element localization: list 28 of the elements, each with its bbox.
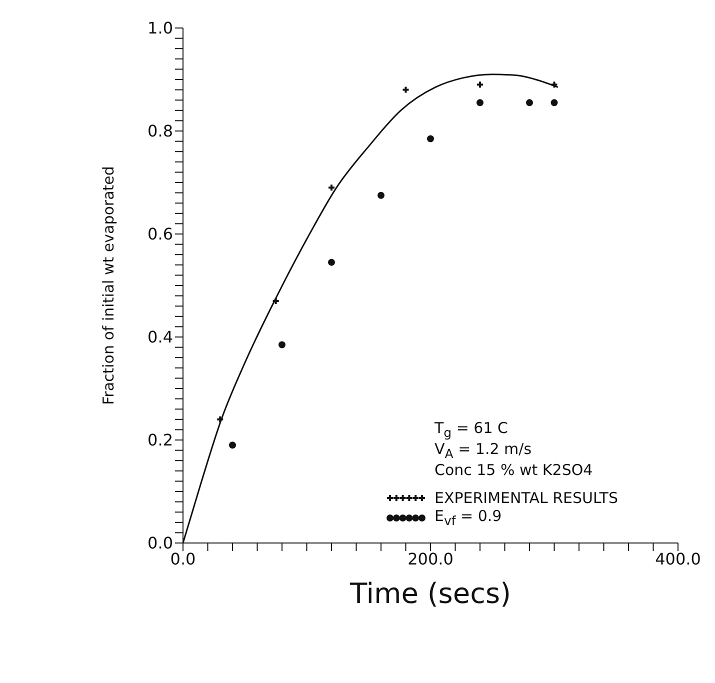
- legend-label: E$_{vf}$ = 0.9: [434, 507, 502, 528]
- point: [476, 99, 484, 106]
- y-tick-label: 0.6: [148, 224, 173, 244]
- point: [378, 192, 384, 199]
- legend-label: EXPERIMENTAL RESULTS: [434, 489, 618, 507]
- annotation: V$_{A}$ = 1.2 m/s: [434, 440, 533, 461]
- point: [402, 86, 410, 94]
- point: [278, 341, 286, 348]
- annotation: Conc 15 % wt K2SO4: [434, 461, 594, 479]
- point: [427, 135, 434, 142]
- y-tick-label: 0.8: [148, 122, 173, 141]
- point: [476, 80, 484, 89]
- point: [229, 442, 236, 449]
- annotation: T$_{g}$ = 61 C: [434, 419, 510, 440]
- x-tick-label: 200.0: [408, 549, 454, 568]
- x-tick-label: 400.0: [655, 549, 701, 568]
- point: [328, 184, 336, 192]
- y-tick-label: 1.0: [148, 18, 173, 38]
- x-axis-title: Time (secs): [348, 577, 512, 610]
- y-tick-label: 0.2: [148, 430, 173, 450]
- point: [550, 99, 558, 106]
- x-tick-label: 0.0: [170, 549, 196, 568]
- y-tick-label: 0.4: [148, 328, 173, 347]
- point: [526, 99, 533, 106]
- point: [328, 258, 335, 266]
- y-axis-title: Fraction of initial wt evaporated: [99, 166, 118, 405]
- point: [216, 415, 224, 424]
- y-tick-label: 0.0: [148, 534, 173, 553]
